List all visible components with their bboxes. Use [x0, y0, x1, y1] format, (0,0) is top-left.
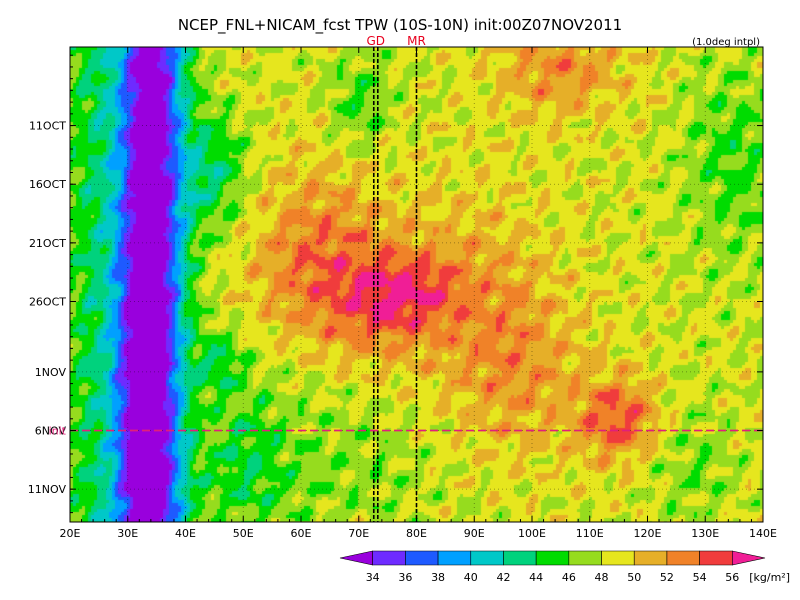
- colorbar-level-label: 46: [562, 571, 576, 584]
- colorbar-segment: [633, 550, 668, 566]
- colorbar-level-label: 54: [693, 571, 707, 584]
- colorbar-segment: [339, 550, 373, 566]
- y-tick-label: 21OCT: [29, 237, 66, 250]
- x-tick-label: 130E: [691, 527, 719, 540]
- y-tick-label: 6NOV: [35, 425, 67, 438]
- chart-title: NCEP_FNL+NICAM_fcst TPW (10S-10N) init:0…: [178, 16, 622, 35]
- x-tick-label: 80E: [406, 527, 427, 540]
- x-tick-label: 140E: [749, 527, 777, 540]
- interpolation-note: (1.0deg intpl): [692, 37, 760, 48]
- plot-area: GD MR: [70, 34, 763, 522]
- y-tick-label: 11NOV: [28, 483, 67, 496]
- x-tick-label: 90E: [464, 527, 485, 540]
- colorbar-level-label: 50: [627, 571, 641, 584]
- x-tick-label: 110E: [576, 527, 604, 540]
- x-tick-label: 40E: [175, 527, 196, 540]
- colorbar-level-label: 52: [660, 571, 674, 584]
- x-tick-label: 50E: [233, 527, 254, 540]
- x-tick-label: 30E: [117, 527, 138, 540]
- x-tick-label: 70E: [348, 527, 369, 540]
- colorbar-level-label: 42: [496, 571, 510, 584]
- init-label: init: [49, 425, 67, 438]
- colorbar-level-label: 40: [464, 571, 478, 584]
- x-tick-label: 60E: [291, 527, 312, 540]
- mr-marker-label: MR: [407, 34, 426, 48]
- y-tick-label: 26OCT: [29, 296, 66, 309]
- colorbar-segment: [470, 550, 504, 566]
- colorbar-level-label: 38: [431, 571, 445, 584]
- colorbar-segment: [535, 550, 570, 566]
- colorbar-level-label: 44: [529, 571, 543, 584]
- colorbar-segment: [732, 550, 766, 566]
- colorbar-segment: [372, 550, 406, 566]
- colorbar-segment: [503, 550, 537, 566]
- colorbar-level-label: 36: [398, 571, 412, 584]
- colorbar: 34 36 38 40 42 44 46 48 50 52 54 56 [kg/m²]: [339, 550, 790, 584]
- y-tick-label: 16OCT: [29, 178, 66, 191]
- colorbar-segment: [437, 550, 472, 566]
- axes: 20E 30E 40E 50E 60E 70E 80E 90E 100E 110E 120E 130E…: [28, 46, 777, 540]
- colorbar-segment: [601, 550, 635, 566]
- colorbar-segment: [699, 550, 733, 566]
- colorbar-level-label: 34: [366, 571, 380, 584]
- y-tick-label: 11OCT: [29, 120, 66, 133]
- colorbar-level-label: 56: [725, 571, 739, 584]
- colorbar-level-label: 48: [595, 571, 609, 584]
- colorbar-segment: [666, 550, 700, 566]
- colorbar-segment: [405, 550, 439, 566]
- y-tick-label: 1NOV: [35, 366, 67, 379]
- x-tick-label: 120E: [634, 527, 662, 540]
- x-tick-label: 100E: [518, 527, 546, 540]
- x-tick-label: 20E: [60, 527, 81, 540]
- colorbar-unit: [kg/m²]: [749, 571, 790, 584]
- colorbar-segment: [568, 550, 602, 566]
- gd-marker-label: GD: [367, 34, 386, 48]
